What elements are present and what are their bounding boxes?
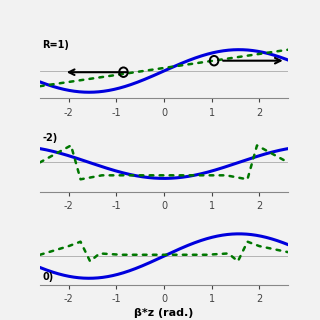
Text: R=1): R=1) (43, 40, 69, 50)
Text: -2): -2) (43, 133, 58, 143)
X-axis label: β*z (rad.): β*z (rad.) (134, 308, 194, 318)
Text: 0): 0) (43, 272, 54, 282)
